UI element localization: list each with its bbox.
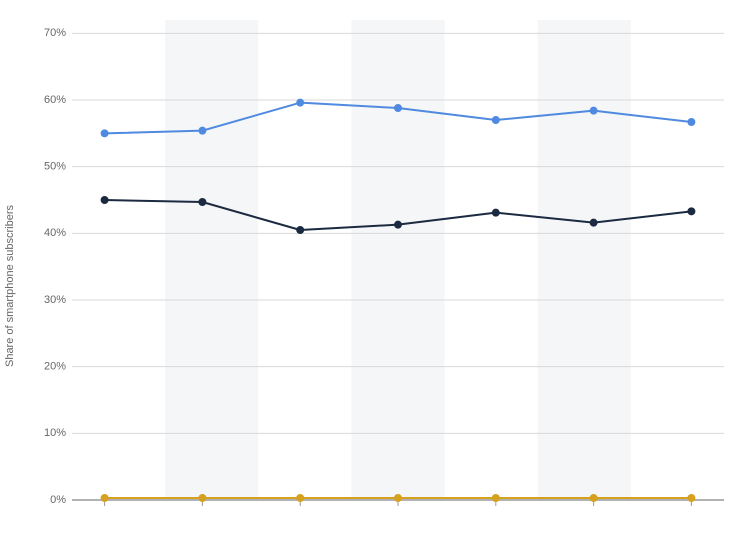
ytick-label: 20% [44, 361, 66, 373]
series-marker [395, 221, 402, 228]
series-marker [101, 495, 108, 502]
background-bands [72, 20, 724, 500]
ytick-label: 10% [44, 427, 66, 439]
series-marker [199, 127, 206, 134]
series-marker [101, 197, 108, 204]
ytick-label: 60% [44, 94, 66, 106]
series-marker [590, 495, 597, 502]
chart-svg: 0%10%20%30%40%50%60%70% [72, 20, 732, 520]
series-marker [101, 130, 108, 137]
series-marker [297, 227, 304, 234]
series-marker [590, 107, 597, 114]
ytick-label: 30% [44, 294, 66, 306]
series-marker [297, 99, 304, 106]
line-chart: Share of smartphone subscribers 0%10%20%… [0, 0, 754, 560]
series-marker [199, 199, 206, 206]
series-marker [688, 495, 695, 502]
series-marker [688, 119, 695, 126]
series-marker [688, 208, 695, 215]
series-marker [492, 209, 499, 216]
y-axis-label: Share of smartphone subscribers [4, 205, 16, 367]
series-marker [395, 495, 402, 502]
series-marker [395, 105, 402, 112]
series-marker [297, 495, 304, 502]
ytick-label: 50% [44, 161, 66, 173]
ytick-label: 0% [50, 494, 66, 506]
series-marker [492, 495, 499, 502]
ytick-label: 70% [44, 27, 66, 39]
series-marker [199, 495, 206, 502]
series-marker [492, 117, 499, 124]
series-marker [590, 219, 597, 226]
ytick-label: 40% [44, 227, 66, 239]
plot-area: 0%10%20%30%40%50%60%70% [72, 20, 732, 520]
